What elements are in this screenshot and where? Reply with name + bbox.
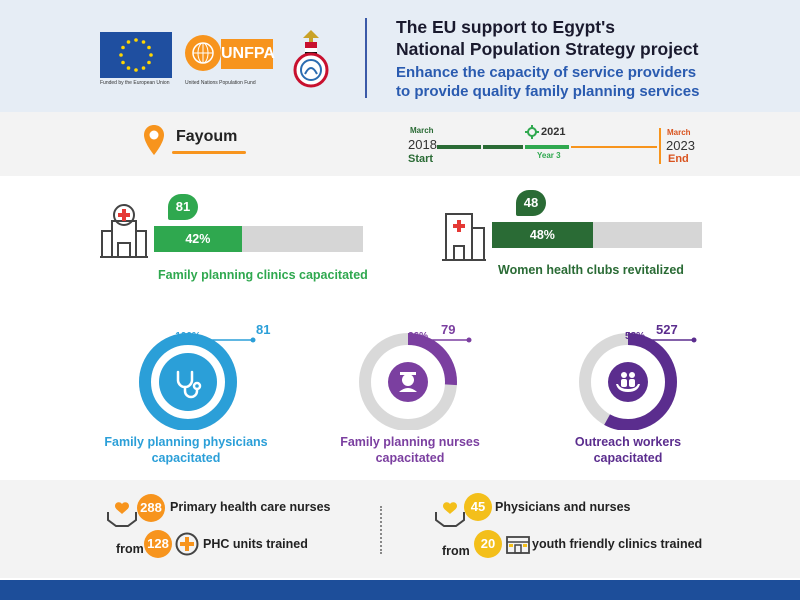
clubs-count-badge: 48	[516, 190, 546, 216]
physicians-nurses-label: Physicians and nurses	[495, 500, 631, 514]
youth-clinics-count: 20	[474, 530, 502, 558]
physicians-nurses-count: 45	[464, 493, 492, 521]
eu-star	[141, 40, 146, 44]
footer-bar	[0, 580, 800, 600]
clubs-progress-fill: 48%	[492, 222, 593, 248]
gear-icon	[525, 125, 539, 139]
clinics-caption: Family planning clinics capacitated	[158, 268, 368, 282]
clubs-caption: Women health clubs revitalized	[498, 263, 684, 277]
timeline-segment-year3	[525, 145, 569, 149]
location-pin-icon	[144, 125, 164, 155]
outreach-caption-line1: Outreach workers	[574, 435, 682, 449]
nurses-caption-line1: Family planning nurses	[340, 435, 480, 449]
page-title-line1: The EU support to Egypt's	[396, 17, 616, 37]
page-subtitle-line2: to provide quality family planning servi…	[396, 83, 700, 100]
outreach-donut	[579, 333, 677, 430]
timeline-segment-year5	[615, 146, 657, 148]
physicians-caption-line2: capacitated	[151, 451, 221, 465]
outreach-count: 527	[656, 322, 678, 337]
nurses-percent: 26%	[407, 331, 428, 342]
nurses-caption-line2: capacitated	[375, 451, 445, 465]
physicians-leader-line	[205, 337, 256, 343]
eu-star	[121, 45, 125, 50]
outreach-leader-line	[648, 337, 697, 343]
eu-stars-icon	[119, 38, 153, 72]
location-band	[0, 112, 800, 176]
hands-heart-icon	[107, 502, 137, 527]
timeline-end-label: End	[668, 153, 689, 165]
location-underline	[172, 151, 246, 154]
clinics-count-badge: 81	[168, 194, 198, 220]
eu-caption: Funded by the European Union	[100, 80, 170, 86]
youth-clinics-label: youth friendly clinics trained	[532, 537, 703, 551]
clubs-progress-track: 48%	[492, 222, 702, 248]
eu-star	[121, 60, 125, 65]
eu-star	[126, 66, 131, 70]
clinics-progress-fill: 42%	[154, 226, 242, 252]
eu-star	[134, 68, 138, 72]
eu-star	[119, 53, 123, 57]
nurses-leader-line	[425, 337, 472, 343]
clinics-progress-track: 42%	[154, 226, 363, 252]
eu-star	[134, 38, 138, 42]
outreach-percent: 58%	[624, 331, 645, 342]
timeline-start-month: March	[410, 126, 434, 135]
eu-star	[147, 60, 151, 65]
timeline-segment-year1	[437, 145, 481, 149]
phc-units-count: 128	[144, 530, 172, 558]
clinic-icon	[506, 536, 530, 554]
timeline-start-year: 2018	[408, 137, 437, 152]
clinic-building-icon	[100, 204, 148, 258]
training-summary-band	[0, 480, 800, 578]
timeline-segment-year2	[483, 145, 523, 149]
physicians-caption-line1: Family planning physicians	[104, 435, 268, 449]
timeline-current-label: Year 3	[537, 151, 561, 160]
outreach-caption-line2: capacitated	[593, 451, 663, 465]
header-divider	[365, 18, 367, 98]
timeline-end-year: 2023	[666, 138, 695, 153]
unfpa-wordmark: UNFPA	[221, 39, 275, 69]
youth-from-label: from	[442, 544, 470, 558]
ministry-of-health-logo	[283, 24, 339, 90]
timeline-current-year: 2021	[541, 126, 566, 138]
page-subtitle-line1: Enhance the capacity of service provider…	[396, 64, 697, 81]
unfpa-caption: United Nations Population Fund	[185, 80, 256, 86]
medical-cross-icon	[175, 532, 199, 556]
physicians-percent: 100%	[175, 331, 201, 342]
phc-nurses-label: Primary health care nurses	[170, 500, 331, 514]
hospital-building-icon	[442, 213, 486, 261]
bottom-divider	[380, 506, 382, 554]
nurses-donut	[359, 333, 457, 430]
hands-heart-icon	[435, 502, 465, 527]
unfpa-logo: UNFPA	[185, 33, 275, 73]
location-name: Fayoum	[176, 128, 238, 145]
eu-flag-logo	[100, 32, 172, 78]
eu-star	[126, 40, 131, 44]
phc-nurses-count: 288	[137, 494, 165, 522]
outreach-caption: Outreach workers capacitated	[558, 434, 698, 466]
physicians-caption: Family planning physicians capacitated	[100, 434, 272, 466]
timeline-segment-year4	[571, 146, 615, 148]
timeline-end-month: March	[667, 128, 691, 137]
eu-star	[141, 66, 146, 70]
nurses-caption: Family planning nurses capacitated	[330, 434, 490, 466]
timeline-start-label: Start	[408, 153, 434, 165]
eu-star	[149, 53, 153, 57]
physicians-count: 81	[256, 322, 271, 337]
family-hands-icon	[608, 362, 648, 402]
page-title-line2: National Population Strategy project	[396, 39, 699, 59]
nurses-count: 79	[441, 322, 456, 337]
eu-star	[147, 45, 151, 50]
phc-from-label: from	[116, 542, 144, 556]
timeline-end-marker	[659, 128, 661, 164]
stethoscope-icon	[159, 353, 217, 411]
physicians-donut	[139, 333, 237, 430]
un-emblem-icon	[185, 35, 221, 71]
phc-units-label: PHC units trained	[203, 537, 308, 551]
